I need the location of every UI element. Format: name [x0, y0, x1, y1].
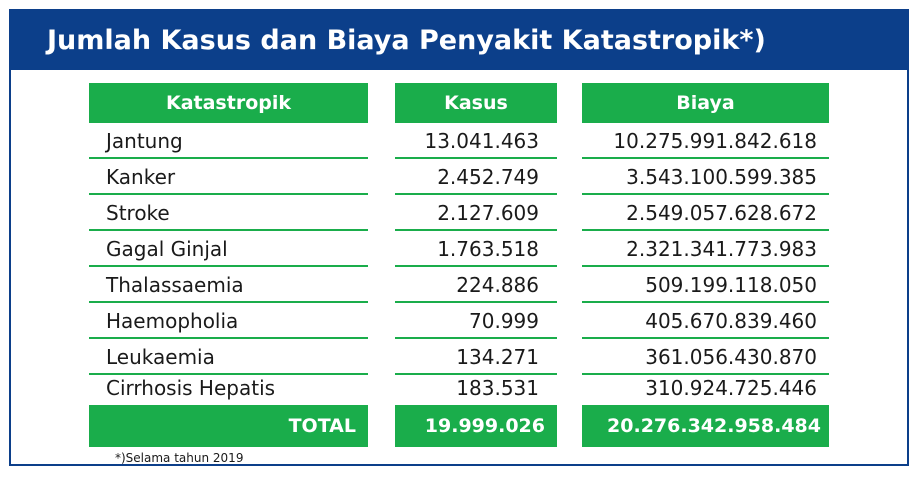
table-row: Leukaemia 134.271 361.056.430.870	[89, 339, 829, 375]
cell-kasus: 183.531	[456, 376, 539, 400]
cell-kasus: 2.127.609	[437, 201, 539, 225]
table-frame: Jumlah Kasus dan Biaya Penyakit Katastro…	[9, 9, 909, 466]
row-divider	[582, 157, 829, 159]
table-row: Thalassaemia 224.886 509.199.118.050	[89, 267, 829, 303]
cell-biaya: 10.275.991.842.618	[613, 129, 817, 153]
table-row: Stroke 2.127.609 2.549.057.628.672	[89, 195, 829, 231]
cell-name: Stroke	[106, 201, 170, 225]
table-row: Cirrhosis Hepatis 183.531 310.924.725.44…	[89, 372, 829, 405]
row-divider	[582, 301, 829, 303]
cell-biaya: 310.924.725.446	[645, 376, 817, 400]
column-header-biaya: Biaya	[582, 83, 829, 123]
cell-kasus: 224.886	[456, 273, 539, 297]
cell-biaya: 405.670.839.460	[645, 309, 817, 333]
row-divider	[89, 229, 368, 231]
row-divider	[89, 373, 368, 375]
cell-name: Haemopholia	[106, 309, 239, 333]
row-divider	[395, 337, 557, 339]
cell-name: Gagal Ginjal	[106, 237, 228, 261]
cell-kasus: 13.041.463	[424, 129, 539, 153]
row-divider	[89, 337, 368, 339]
cell-name: Jantung	[106, 129, 183, 153]
cell-biaya: 3.543.100.599.385	[626, 165, 817, 189]
cell-name: Leukaemia	[106, 345, 215, 369]
row-divider	[89, 301, 368, 303]
cell-name: Cirrhosis Hepatis	[106, 376, 276, 400]
column-header-kasus: Kasus	[395, 83, 557, 123]
row-divider	[582, 373, 829, 375]
row-divider	[582, 229, 829, 231]
row-divider	[395, 301, 557, 303]
row-divider	[395, 265, 557, 267]
total-kasus: 19.999.026	[395, 405, 557, 447]
page-title: Jumlah Kasus dan Biaya Penyakit Katastro…	[11, 11, 907, 70]
table-row: Gagal Ginjal 1.763.518 2.321.341.773.983	[89, 231, 829, 267]
cell-kasus: 1.763.518	[437, 237, 539, 261]
footnote: *)Selama tahun 2019	[115, 451, 244, 465]
row-divider	[395, 229, 557, 231]
row-divider	[89, 265, 368, 267]
row-divider	[89, 157, 368, 159]
row-divider	[395, 373, 557, 375]
cell-biaya: 509.199.118.050	[645, 273, 817, 297]
row-divider	[582, 193, 829, 195]
table-row: Jantung 13.041.463 10.275.991.842.618	[89, 123, 829, 159]
cell-kasus: 2.452.749	[437, 165, 539, 189]
column-header-katastropik: Katastropik	[89, 83, 368, 123]
row-divider	[582, 265, 829, 267]
cell-biaya: 2.321.341.773.983	[626, 237, 817, 261]
cell-name: Thalassaemia	[106, 273, 244, 297]
cell-name: Kanker	[106, 165, 176, 189]
row-divider	[582, 337, 829, 339]
row-divider	[395, 157, 557, 159]
total-biaya: 20.276.342.958.484	[582, 405, 829, 447]
row-divider	[395, 193, 557, 195]
total-label: TOTAL	[89, 405, 368, 447]
cell-biaya: 361.056.430.870	[645, 345, 817, 369]
row-divider	[89, 193, 368, 195]
cell-kasus: 134.271	[456, 345, 539, 369]
cell-kasus: 70.999	[469, 309, 539, 333]
table-row: Haemopholia 70.999 405.670.839.460	[89, 303, 829, 339]
table-row: Kanker 2.452.749 3.543.100.599.385	[89, 159, 829, 195]
cell-biaya: 2.549.057.628.672	[626, 201, 817, 225]
